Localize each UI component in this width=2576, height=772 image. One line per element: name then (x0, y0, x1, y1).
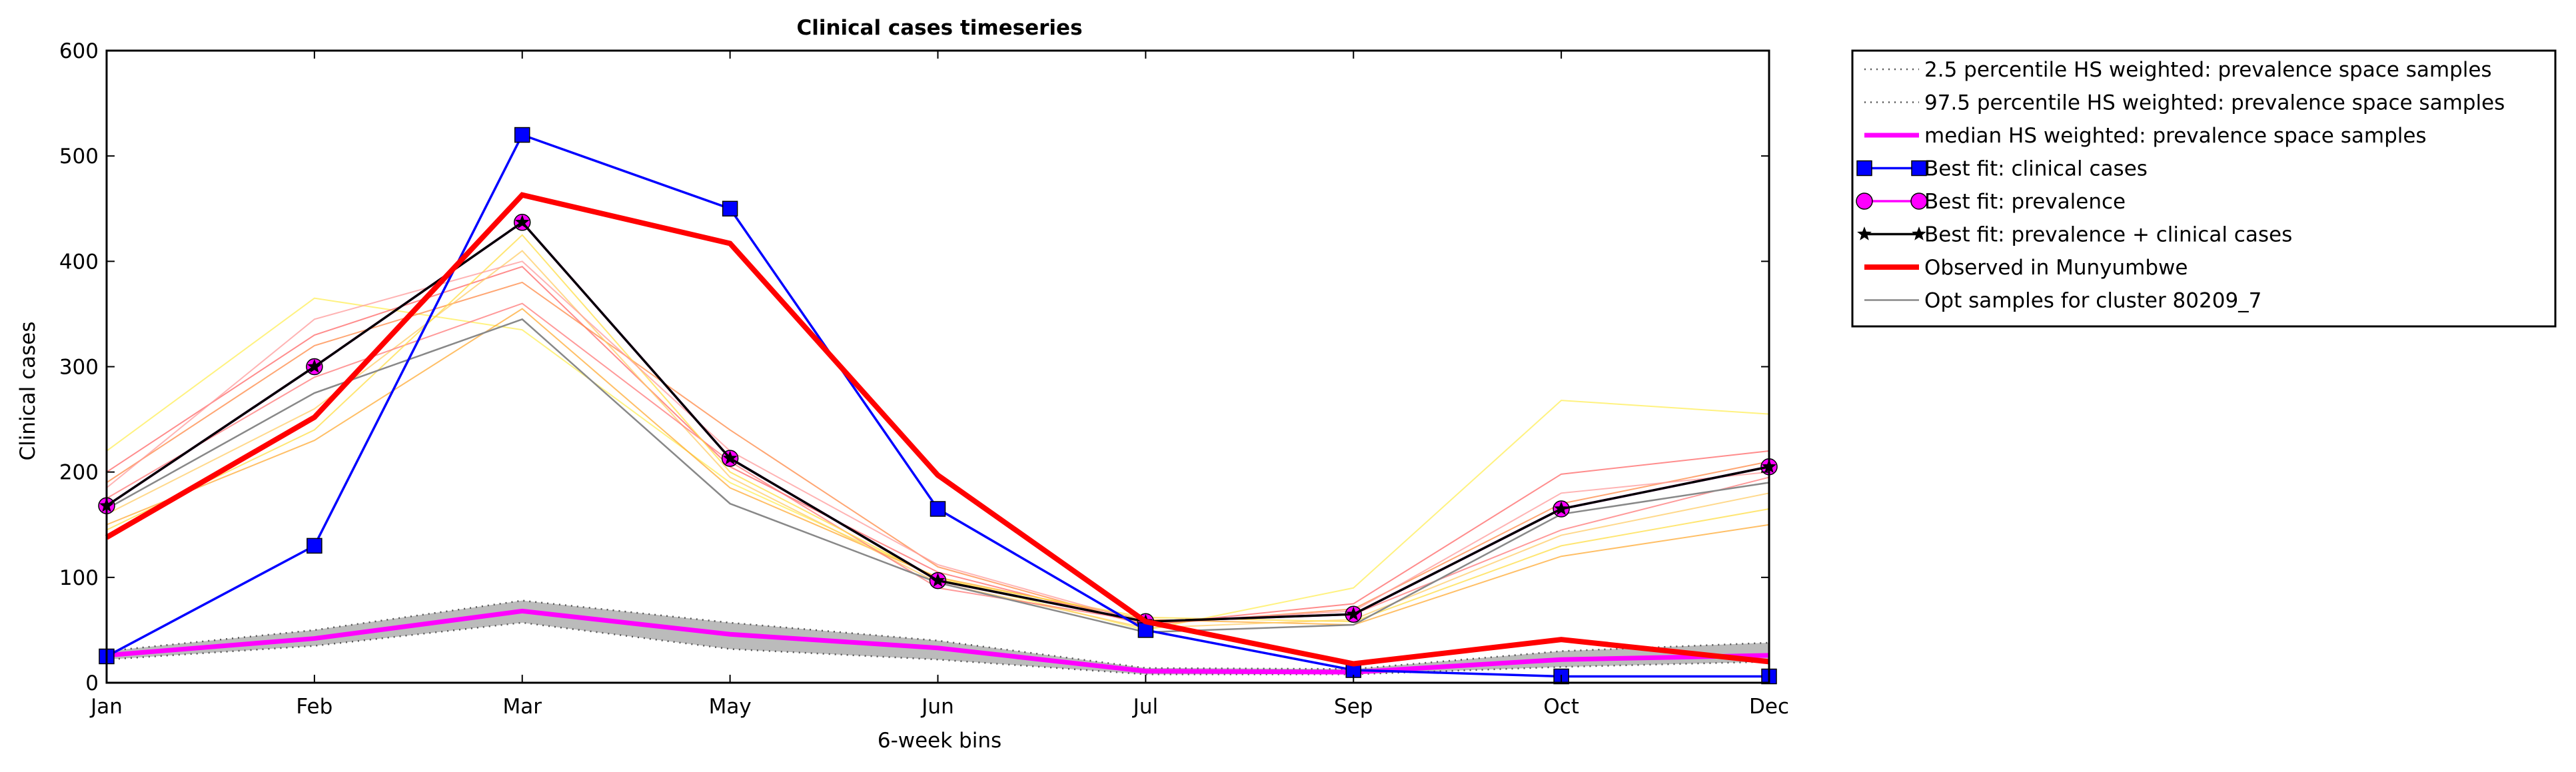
sample-line-1 (106, 266, 1770, 626)
series-line-5 (106, 220, 1770, 623)
series-3-point-4 (930, 501, 946, 517)
legend-label-6: Observed in Munyumbwe (1924, 256, 2188, 280)
x-tick-label-0: Jan (89, 695, 123, 719)
series-line-6 (105, 192, 1770, 667)
sample-line-6 (106, 234, 1770, 623)
x-tick-label-4: Jun (920, 695, 954, 719)
series-3-point-2 (514, 127, 530, 143)
series-5-point-1 (307, 359, 322, 373)
series-5-point-2 (514, 214, 530, 229)
x-tick-label-6: Sep (1334, 695, 1373, 719)
legend-label-4: Best fit: prevalence (1924, 190, 2126, 214)
plot-area (98, 127, 1778, 685)
legend-box (1851, 49, 2557, 328)
x-tick-label-2: Mar (503, 695, 542, 719)
series-5-point-4 (930, 573, 946, 587)
legend-label-0: 2.5 percentile HS weighted: prevalence s… (1924, 58, 2492, 82)
legend-label-1: 97.5 percentile HS weighted: prevalence … (1924, 91, 2505, 115)
series-5-point-6 (1346, 606, 1361, 621)
x-tick-label-5: Jul (1132, 695, 1158, 719)
x-tick-label-1: Feb (296, 695, 332, 719)
percentile-band (107, 600, 1769, 675)
series-5-point-7 (1554, 501, 1569, 516)
series-3-point-3 (722, 200, 738, 216)
legend-marker-a-5 (1857, 226, 1872, 240)
x-tick-label-7: Oct (1543, 695, 1579, 719)
x-tick-label-3: May (709, 695, 752, 719)
chart-title: Clinical cases timeseries (796, 16, 1082, 40)
y-tick-label-0: 0 (85, 671, 99, 695)
series-line-3 (106, 133, 1769, 678)
sample-line-7 (106, 260, 1770, 623)
legend-label-3: Best fit: clinical cases (1924, 157, 2148, 181)
series-5-point-3 (722, 450, 738, 465)
legend: 2.5 percentile HS weighted: prevalence s… (1851, 49, 2557, 328)
legend-marker-a-4 (1856, 193, 1873, 210)
legend-marker-b-3 (1911, 160, 1927, 177)
x-axis-label: 6-week bins (878, 729, 1001, 753)
y-tick-label-5: 500 (59, 145, 99, 169)
sample-line-3 (106, 281, 1770, 626)
axes: 0 100 200 300 400 500 600 Jan Feb Mar May Jun Jul Sep… (59, 39, 1789, 719)
legend-label-2: median HS weighted: prevalence space sam… (1924, 124, 2427, 148)
y-tick-label-1: 100 (59, 566, 99, 590)
series-line-2 (106, 608, 1770, 675)
series-3-point-1 (307, 538, 322, 554)
legend-marker-a-3 (1856, 160, 1872, 177)
legend-label-5: Best fit: prevalence + clinical cases (1924, 223, 2292, 247)
series-line-4 (106, 220, 1770, 623)
legend-label-7: Opt samples for cluster 80209_7 (1924, 289, 2261, 313)
y-tick-label-3: 300 (59, 356, 99, 380)
x-tick-label-8: Dec (1749, 695, 1789, 719)
legend-marker-b-5 (1912, 226, 1926, 240)
y-tick-label-6: 600 (59, 39, 99, 63)
y-tick-label-4: 400 (59, 250, 99, 274)
y-axis-label: Clinical cases (16, 321, 40, 460)
y-tick-label-2: 200 (59, 461, 99, 485)
legend-marker-b-4 (1910, 193, 1928, 210)
